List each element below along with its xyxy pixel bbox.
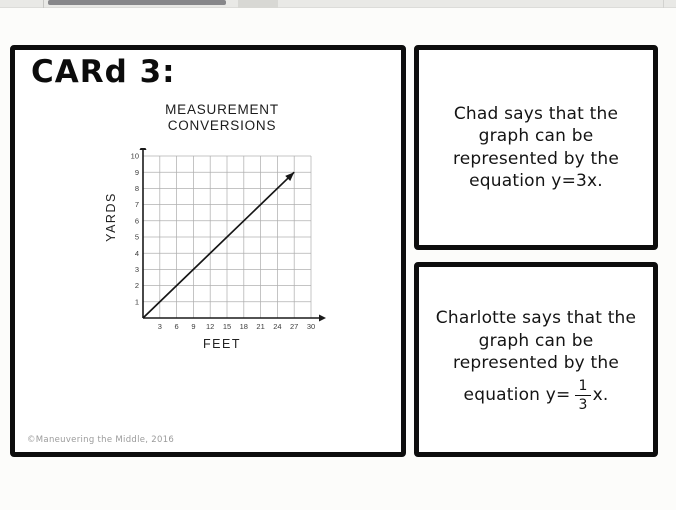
svg-text:15: 15: [223, 322, 231, 331]
svg-text:1: 1: [135, 297, 139, 306]
charlotte-statement-box: Charlotte says that the graph can be rep…: [414, 262, 658, 457]
svg-text:9: 9: [191, 322, 195, 331]
svg-text:24: 24: [273, 322, 281, 331]
chad-statement-text: Chad says that the graph can be represen…: [419, 50, 653, 245]
charlotte-statement-text: Charlotte says that the graph can be rep…: [419, 267, 653, 452]
window-chrome-fragment: [0, 0, 676, 8]
statement-line: equation y=3x.: [469, 170, 603, 191]
svg-text:6: 6: [175, 322, 179, 331]
statement-line: represented by the: [452, 353, 620, 374]
x-axis-label: FEET: [203, 337, 241, 351]
statement-line: graph can be: [478, 330, 594, 351]
svg-text:3: 3: [135, 265, 139, 274]
equation-prefix: equation y=: [463, 384, 571, 405]
card-title: CARd 3:: [31, 54, 176, 90]
chrome-divider: [663, 0, 664, 8]
svg-text:30: 30: [307, 322, 315, 331]
fraction-numerator: 1: [578, 377, 588, 394]
svg-text:10: 10: [131, 152, 139, 161]
chart-title-line1: MEASUREMENT: [165, 102, 279, 117]
svg-text:4: 4: [135, 249, 139, 258]
chrome-tab-fragment: [238, 0, 278, 8]
svg-text:9: 9: [135, 168, 139, 177]
copyright-text: ©Maneuvering the Middle, 2016: [27, 435, 175, 445]
statement-line: represented by the: [452, 148, 620, 169]
equation-suffix: x.: [592, 384, 609, 405]
charlotte-equation: equation y= 1 3 x.: [464, 379, 609, 412]
fraction-one-third: 1 3: [575, 377, 591, 412]
svg-text:3: 3: [158, 322, 162, 331]
fraction-denominator: 3: [575, 394, 591, 412]
statement-line: Charlotte says that the: [435, 308, 637, 329]
chart-title-line2: CONVERSIONS: [167, 117, 277, 133]
svg-text:2: 2: [135, 281, 139, 290]
svg-text:5: 5: [135, 233, 139, 242]
svg-text:12: 12: [206, 322, 214, 331]
statement-line: Chad says that the: [453, 103, 619, 124]
chrome-divider: [43, 0, 44, 8]
svg-text:21: 21: [256, 322, 264, 331]
chad-statement-box: Chad says that the graph can be represen…: [414, 45, 658, 250]
statement-line: graph can be: [478, 126, 594, 147]
svg-text:8: 8: [135, 184, 139, 193]
svg-text:27: 27: [290, 322, 298, 331]
scrollbar-thumb[interactable]: [48, 0, 226, 5]
svg-text:18: 18: [240, 322, 248, 331]
svg-text:7: 7: [135, 200, 139, 209]
chart-title: MEASUREMENT CONVERSIONS: [113, 102, 331, 134]
svg-text:6: 6: [135, 216, 139, 225]
